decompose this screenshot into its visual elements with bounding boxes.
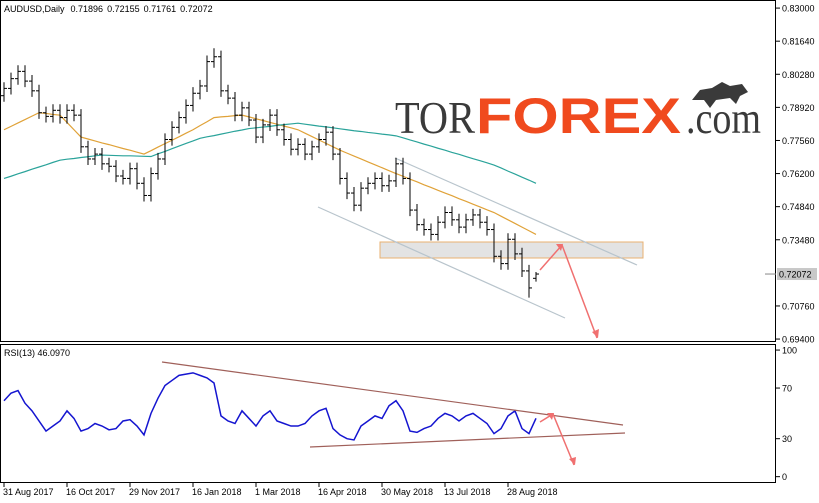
last-low: 0.71761	[144, 4, 177, 14]
annotations-under	[317, 157, 644, 319]
rsi-title: RSI(13) 46.0970	[4, 348, 70, 358]
last-price-label: 0.72072	[779, 270, 812, 280]
y-tick-label: 0.74840	[782, 202, 815, 212]
rsi-trend-upper	[161, 361, 624, 426]
annotations-over	[161, 243, 626, 466]
logo-tor: TOR	[395, 92, 475, 143]
y-tick-label: 30	[782, 434, 792, 444]
y-tick-label: 0.78920	[782, 103, 815, 113]
x-tick-label: 16 Apr 2018	[318, 487, 367, 497]
channel-lower	[317, 206, 566, 319]
x-tick-label: 30 May 2018	[381, 487, 433, 497]
symbol-title: AUDUSD,Daily 0.71896 0.72155 0.71761 0.72072	[4, 4, 213, 14]
y-tick-label: 0.73480	[782, 235, 815, 245]
x-tick-label: 31 Aug 2017	[3, 487, 54, 497]
logo-bull	[692, 82, 748, 108]
logo-com: .com	[686, 94, 761, 143]
y-tick-label: 100	[782, 346, 797, 356]
channel-upper	[394, 157, 638, 266]
y-tick-label: 0.76200	[782, 169, 815, 179]
y-tick-label: 0.69400	[782, 335, 815, 345]
logo-forex: FOREX	[476, 88, 681, 144]
last-close: 0.72072	[180, 4, 213, 14]
last-high: 0.72155	[107, 4, 140, 14]
x-tick-label: 16 Oct 2017	[66, 487, 115, 497]
y-tick-label: 0.80280	[782, 70, 815, 80]
x-tick-label: 28 Aug 2018	[507, 487, 558, 497]
last-price-box	[777, 268, 817, 281]
y-tick-label: 0.83000	[782, 4, 815, 14]
y-tick-label: 0.77560	[782, 136, 815, 146]
rsi-line	[3, 372, 537, 441]
x-tick-label: 1 Mar 2018	[255, 487, 301, 497]
y-tick-label: 0.81640	[782, 37, 815, 47]
price-panel	[0, 0, 776, 342]
y-tick-label: 70	[782, 384, 792, 394]
logo: TOR FOREX .com	[395, 82, 761, 144]
symbol: AUDUSD,Daily	[4, 4, 65, 14]
resistance-zone	[379, 241, 644, 259]
rsi-panel	[0, 344, 776, 483]
y-tick-label: 0.70760	[782, 301, 815, 311]
rsi-arrow-heads	[547, 413, 576, 465]
last-open: 0.71896	[71, 4, 104, 14]
x-tick-label: 13 Jul 2018	[444, 487, 491, 497]
rsi-trend-lower	[309, 432, 626, 448]
y-tick-label: 0	[782, 472, 787, 482]
x-tick-label: 29 Nov 2017	[129, 487, 180, 497]
x-tick-label: 16 Jan 2018	[192, 487, 242, 497]
